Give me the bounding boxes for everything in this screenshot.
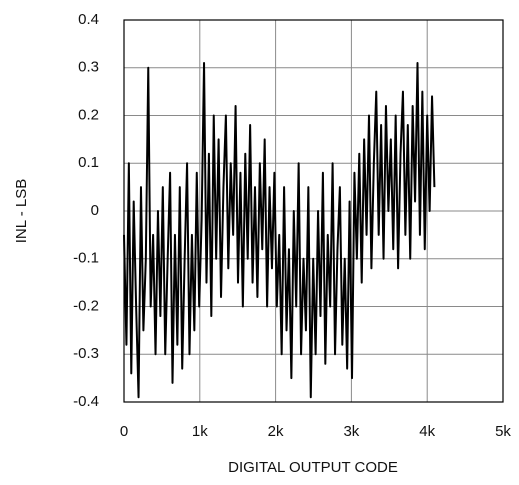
y-tick-label: 0.2 (78, 106, 99, 123)
y-tick-label: 0.1 (78, 154, 99, 171)
y-tick-label: 0 (91, 202, 99, 219)
inl-line (123, 61, 436, 399)
y-axis-label: INL - LSB (13, 179, 30, 243)
y-tick-label: -0.2 (73, 297, 99, 314)
x-tick-label: 5k (495, 423, 511, 440)
y-tick-label: -0.1 (73, 250, 99, 267)
x-tick-label: 3k (343, 423, 359, 440)
y-tick-label: 0.3 (78, 59, 99, 76)
x-tick-label: 1k (192, 423, 208, 440)
y-tick-label: -0.3 (73, 345, 99, 362)
y-tick-label: 0.4 (78, 11, 99, 28)
x-tick-label: 2k (268, 423, 284, 440)
x-tick-label: 0 (120, 423, 128, 440)
x-axis-label: DIGITAL OUTPUT CODE (228, 459, 398, 476)
x-tick-label: 4k (419, 423, 435, 440)
y-tick-label: -0.4 (73, 393, 99, 410)
plot-frame (123, 19, 504, 403)
